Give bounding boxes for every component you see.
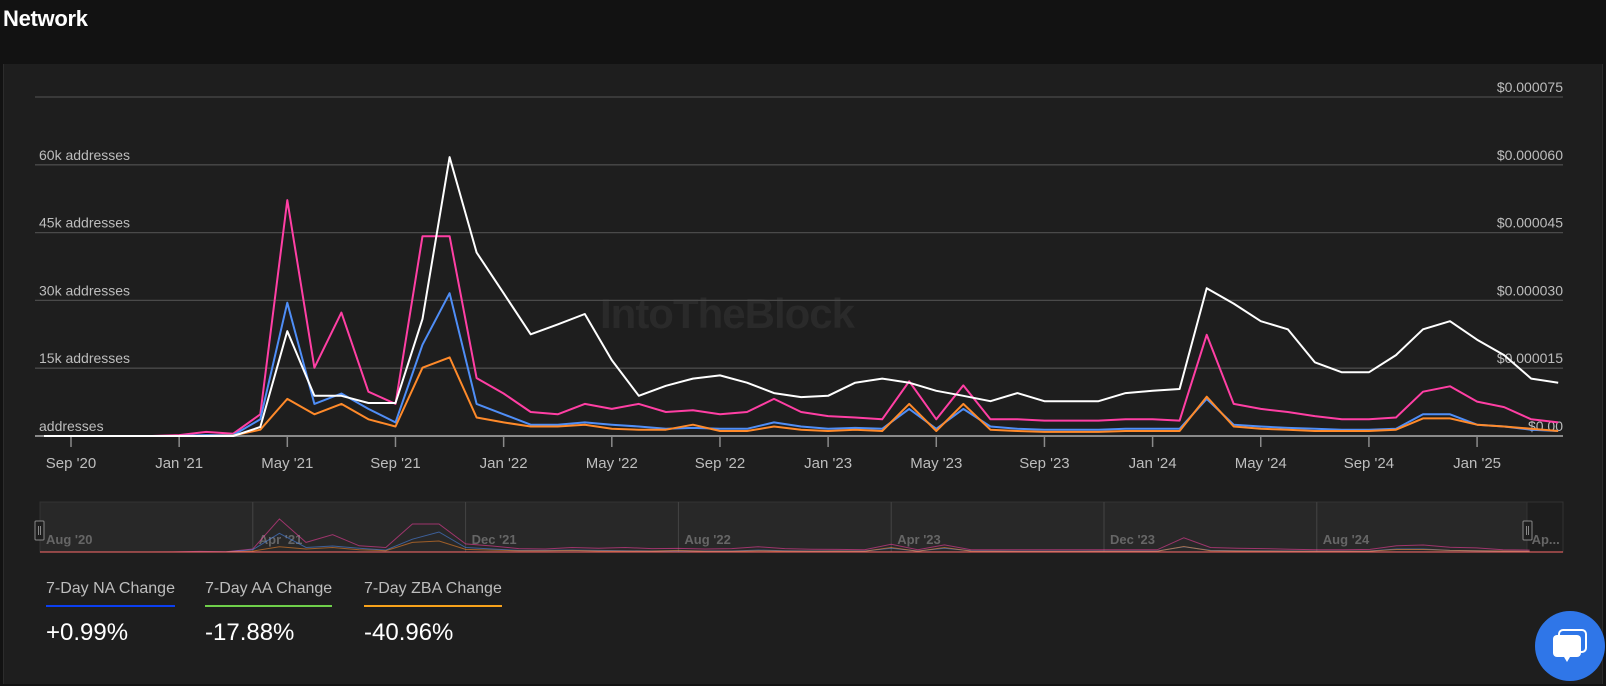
navigator-label: Apr '21	[259, 532, 303, 547]
chat-button[interactable]	[1535, 611, 1605, 681]
navigator-left-handle[interactable]	[34, 520, 45, 541]
navigator-right-handle[interactable]	[1522, 520, 1533, 541]
navigator-pink-series-line	[40, 518, 1530, 553]
legend-aa-label: 7-Day AA Change	[205, 580, 333, 607]
left-axis-label: addresses	[39, 418, 104, 434]
navigator-label: Aug '20	[46, 532, 92, 547]
chart-panel	[3, 64, 1603, 684]
legend-na-value: +0.99%	[46, 619, 129, 646]
x-axis-label: Jan '25	[1453, 455, 1501, 472]
navigator-label: Aug '24	[1323, 532, 1370, 547]
legend-zba[interactable]: 7-Day ZBA Change -40.96%	[364, 580, 502, 647]
x-axis-label: Jan '23	[804, 455, 852, 472]
right-axis-label: $0.000045	[1497, 215, 1563, 231]
x-axis-label: Jan '21	[155, 455, 203, 472]
price-series-line	[44, 156, 1559, 437]
navigator-label: Ap...	[1532, 532, 1560, 547]
navigator-orange-series-line	[40, 540, 1530, 553]
legend-na[interactable]: 7-Day NA Change +0.99%	[46, 580, 175, 647]
x-axis-label: Sep '23	[1019, 455, 1069, 472]
navigator-label: Apr '23	[897, 532, 941, 547]
x-axis-label: May '21	[261, 455, 313, 472]
x-axis-label: May '24	[1235, 455, 1287, 472]
x-axis-label: Jan '22	[480, 455, 528, 472]
left-axis-label: 30k addresses	[39, 282, 130, 298]
pink-series-line	[44, 199, 1559, 437]
chat-bubble-icon	[1553, 629, 1587, 662]
navigator-label: Dec '23	[1110, 532, 1155, 547]
x-axis-label: May '22	[586, 455, 638, 472]
x-axis-label: Sep '22	[695, 455, 745, 472]
legend-zba-value: -40.96%	[364, 619, 454, 646]
left-axis-label: 15k addresses	[39, 350, 130, 366]
watermark-logo: IntoTheBlock	[600, 290, 855, 337]
right-axis-label: $0.000030	[1497, 282, 1563, 298]
left-axis-label: 60k addresses	[39, 147, 130, 163]
navigator-label: Dec '21	[472, 532, 517, 547]
right-axis-label: $0.000075	[1497, 79, 1563, 95]
navigator-outside	[1526, 501, 1564, 553]
page-title: Network	[3, 6, 88, 31]
legend-aa-value: -17.88%	[205, 619, 295, 646]
x-axis-label: Sep '24	[1344, 455, 1394, 472]
orange-series-line	[44, 356, 1559, 437]
left-axis-label: 45k addresses	[39, 215, 130, 231]
x-axis-label: Sep '21	[370, 455, 420, 472]
legend-aa[interactable]: 7-Day AA Change -17.88%	[205, 580, 333, 647]
right-axis-label: $0.000060	[1497, 147, 1563, 163]
legend-na-label: 7-Day NA Change	[46, 580, 175, 607]
legend-zba-label: 7-Day ZBA Change	[364, 580, 502, 607]
navigator-label: Aug '22	[684, 532, 730, 547]
x-axis-label: Jan '24	[1129, 455, 1177, 472]
blue-series-line	[44, 292, 1559, 437]
x-axis-label: Sep '20	[46, 455, 96, 472]
x-axis-label: May '23	[910, 455, 962, 472]
